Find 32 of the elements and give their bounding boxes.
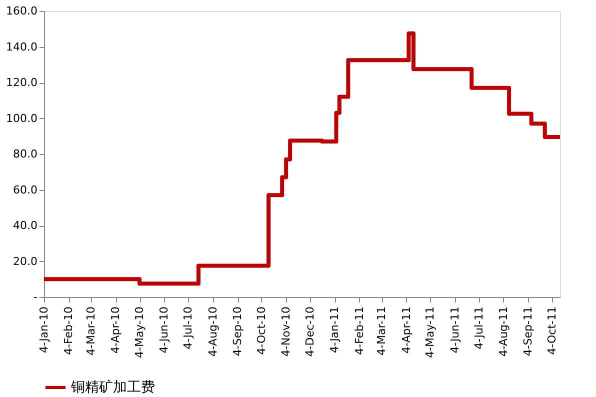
y-tick-label: 140.0: [6, 40, 38, 54]
x-tick-label: 4-Feb-10: [62, 306, 76, 355]
x-tick-label: 4-May-11: [424, 306, 437, 358]
x-tick-label: 4-Nov-10: [280, 306, 293, 357]
x-tick-label: 4-Sep-10: [231, 306, 244, 356]
x-tick-label: 4-Oct-10: [254, 306, 268, 355]
x-tick-label: 4-May-10: [133, 306, 146, 358]
y-tick-label: -: [34, 290, 38, 304]
x-tick-label: 4-Jan-10: [38, 306, 50, 354]
x-tick-label: 4-Aug-10: [206, 306, 220, 357]
x-tick-label: 4-Jun-10: [158, 306, 171, 354]
y-tick-label: 100.0: [6, 112, 38, 125]
x-tick-label: 4-Apr-10: [109, 306, 122, 354]
x-tick-label: 4-Mar-11: [375, 306, 388, 356]
y-tick-label: 20.0: [13, 254, 38, 268]
x-tick-label: 4-Sep-11: [522, 306, 535, 356]
x-tick-label: 4-Aug-11: [496, 306, 510, 357]
y-tick-label: 120.0: [6, 76, 38, 89]
x-tick-label: 4-Apr-11: [400, 306, 413, 354]
x-tick-label: 4-Jul-11: [472, 306, 486, 350]
y-tick-label: 80.0: [13, 148, 38, 160]
x-tick-label: 4-Dec-10: [303, 306, 316, 357]
legend-label: 铜精矿加工费: [70, 380, 155, 396]
x-tick-label: 4-Jan-11: [328, 306, 342, 354]
x-tick-label: 4-Mar-10: [84, 306, 98, 356]
x-tick-label: 4-Oct-11: [546, 306, 559, 355]
x-tick-label: 4-Jun-11: [448, 306, 462, 354]
y-tick-label: 160.0: [6, 4, 38, 18]
y-tick-label: 60.0: [13, 183, 38, 196]
y-tick-label: 40.0: [13, 219, 38, 232]
x-tick-label: 4-Feb-11: [352, 306, 366, 355]
x-tick-label: 4-Jul-10: [182, 306, 195, 350]
